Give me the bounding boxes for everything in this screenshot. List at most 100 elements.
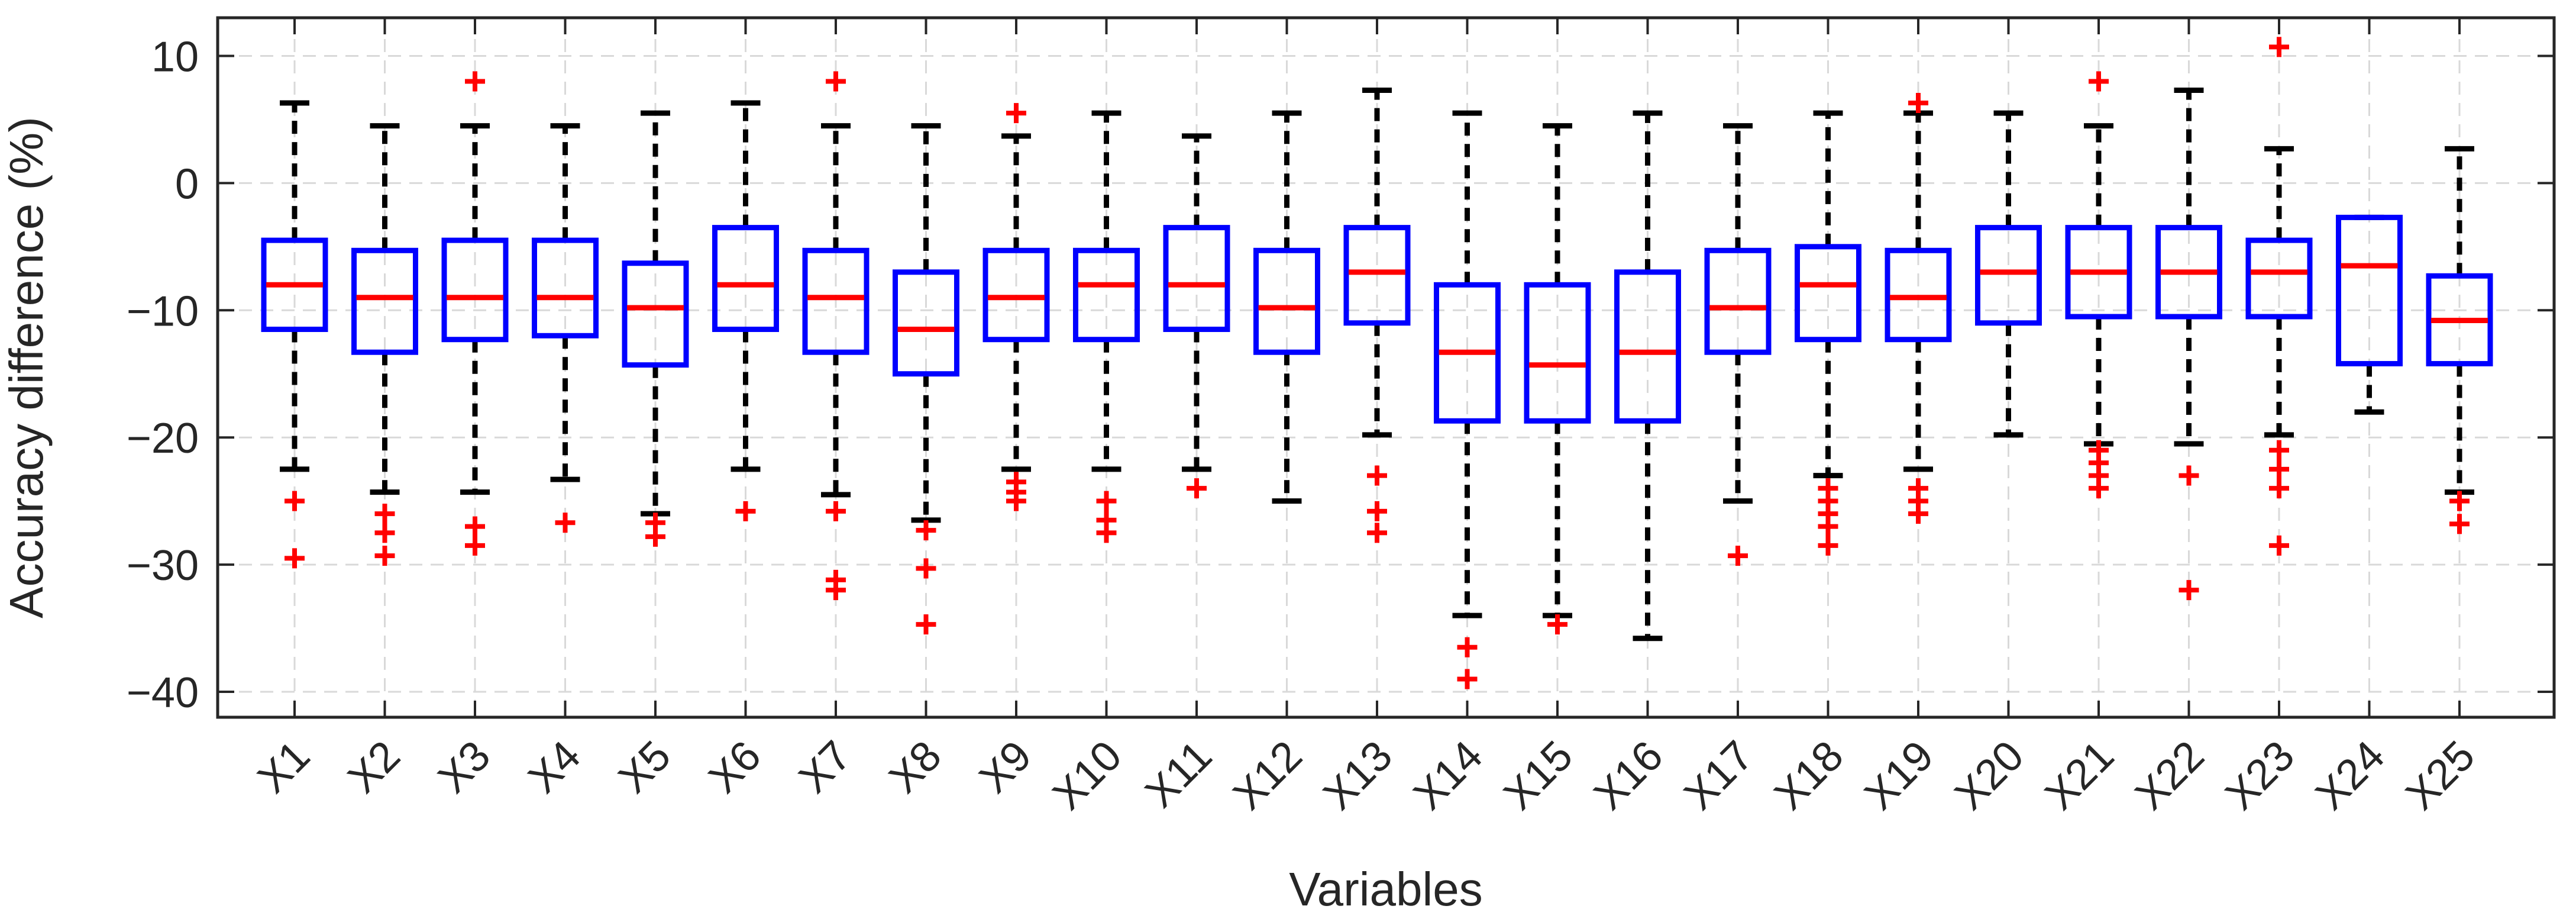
outlier-marker xyxy=(1006,491,1026,511)
x-tick-label: X1 xyxy=(248,732,319,802)
y-tick-label: −40 xyxy=(127,669,199,717)
iqr-box xyxy=(982,247,1050,343)
x-tick-label: X4 xyxy=(519,732,590,802)
iqr-box xyxy=(2155,225,2222,320)
outlier-marker xyxy=(465,71,485,92)
outlier-marker xyxy=(826,71,846,92)
outlier-marker xyxy=(374,523,395,543)
x-tick-label: X22 xyxy=(2126,732,2213,819)
box-x7 xyxy=(802,71,870,601)
box-x1 xyxy=(261,100,328,569)
box-x19 xyxy=(1885,92,1952,524)
x-tick-label: X20 xyxy=(1946,732,2033,819)
outlier-marker xyxy=(1187,478,1207,499)
outlier-marker xyxy=(2089,71,2109,92)
outlier-marker xyxy=(1908,92,1928,113)
box-x5 xyxy=(622,110,689,547)
outlier-marker xyxy=(2449,514,2470,534)
x-tick-label: X17 xyxy=(1675,732,1762,819)
outlier-marker xyxy=(2269,535,2289,556)
box-x11 xyxy=(1163,133,1230,499)
box-x8 xyxy=(893,123,959,635)
box-x12 xyxy=(1253,110,1320,504)
iqr-box xyxy=(441,237,509,343)
outlier-marker xyxy=(465,535,485,556)
x-tick-label: X23 xyxy=(2216,732,2303,819)
outlier-marker xyxy=(1547,614,1567,635)
iqr-box xyxy=(1885,247,1952,343)
outlier-marker xyxy=(735,501,756,521)
iqr-box xyxy=(712,225,779,333)
outlier-marker xyxy=(374,504,395,524)
iqr-box xyxy=(1434,282,1501,424)
outlier-marker xyxy=(2269,37,2289,57)
iqr-box xyxy=(1614,269,1681,424)
outlier-marker xyxy=(2179,580,2199,601)
iqr-box xyxy=(1073,247,1140,343)
outlier-marker xyxy=(916,520,936,541)
y-tick-label: 10 xyxy=(151,33,199,80)
outlier-marker xyxy=(2269,440,2289,460)
iqr-box xyxy=(622,260,689,368)
box-x17 xyxy=(1704,123,1772,566)
outlier-marker xyxy=(1818,516,1838,537)
outlier-marker xyxy=(1367,501,1387,521)
outlier-marker xyxy=(916,614,936,635)
box-x23 xyxy=(2245,37,2313,556)
box-x20 xyxy=(1975,110,2042,438)
plot-area-frame xyxy=(216,16,2556,719)
box-x10 xyxy=(1073,110,1140,543)
iqr-box xyxy=(1163,225,1230,333)
box-x15 xyxy=(1524,123,1591,635)
iqr-box xyxy=(2065,225,2132,320)
outlier-marker xyxy=(2269,459,2289,479)
outlier-marker xyxy=(826,501,846,521)
box-x18 xyxy=(1795,110,1861,556)
x-tick-label: X11 xyxy=(1136,732,1221,817)
iqr-box xyxy=(893,269,959,377)
outlier-marker xyxy=(555,512,576,533)
box-x3 xyxy=(441,71,509,556)
box-x4 xyxy=(532,123,599,533)
iqr-box xyxy=(1704,247,1772,355)
outlier-marker xyxy=(1367,465,1387,486)
box-x16 xyxy=(1614,110,1681,641)
box-x22 xyxy=(2155,87,2222,601)
y-tick-label: 0 xyxy=(175,160,199,208)
iqr-box xyxy=(2426,273,2493,367)
outlier-marker xyxy=(374,546,395,566)
iqr-box xyxy=(802,247,870,355)
box-x24 xyxy=(2336,214,2403,415)
box-x9 xyxy=(982,103,1050,511)
box-x25 xyxy=(2426,146,2493,534)
outlier-marker xyxy=(1728,546,1748,566)
outlier-marker xyxy=(2269,478,2289,499)
outlier-marker xyxy=(1367,523,1387,543)
x-tick-label: X3 xyxy=(429,732,499,802)
iqr-box xyxy=(261,237,328,333)
iqr-box xyxy=(1795,244,1861,343)
x-tick-label: X21 xyxy=(2036,732,2123,819)
x-tick-label: X15 xyxy=(1495,732,1582,819)
x-tick-label: X13 xyxy=(1314,732,1401,819)
outlier-marker xyxy=(1006,103,1026,124)
outlier-marker xyxy=(645,526,665,547)
iqr-box xyxy=(351,247,418,355)
x-tick-label: X25 xyxy=(2397,732,2484,819)
iqr-box xyxy=(1253,247,1320,355)
x-tick-label: X19 xyxy=(1856,732,1942,819)
y-axis-label: Accuracy difference (%) xyxy=(0,117,53,618)
iqr-box xyxy=(1524,282,1591,424)
outlier-marker xyxy=(826,580,846,601)
outlier-marker xyxy=(1096,491,1117,511)
iqr-box xyxy=(2245,237,2313,320)
x-tick-label: X24 xyxy=(2307,732,2394,819)
x-tick-label: X8 xyxy=(880,732,951,802)
box-x21 xyxy=(2065,71,2132,499)
outlier-marker xyxy=(2449,491,2470,511)
outlier-marker xyxy=(916,558,936,579)
x-tick-label: X9 xyxy=(970,732,1040,802)
outlier-marker xyxy=(285,491,305,511)
x-tick-label: X7 xyxy=(790,732,860,802)
